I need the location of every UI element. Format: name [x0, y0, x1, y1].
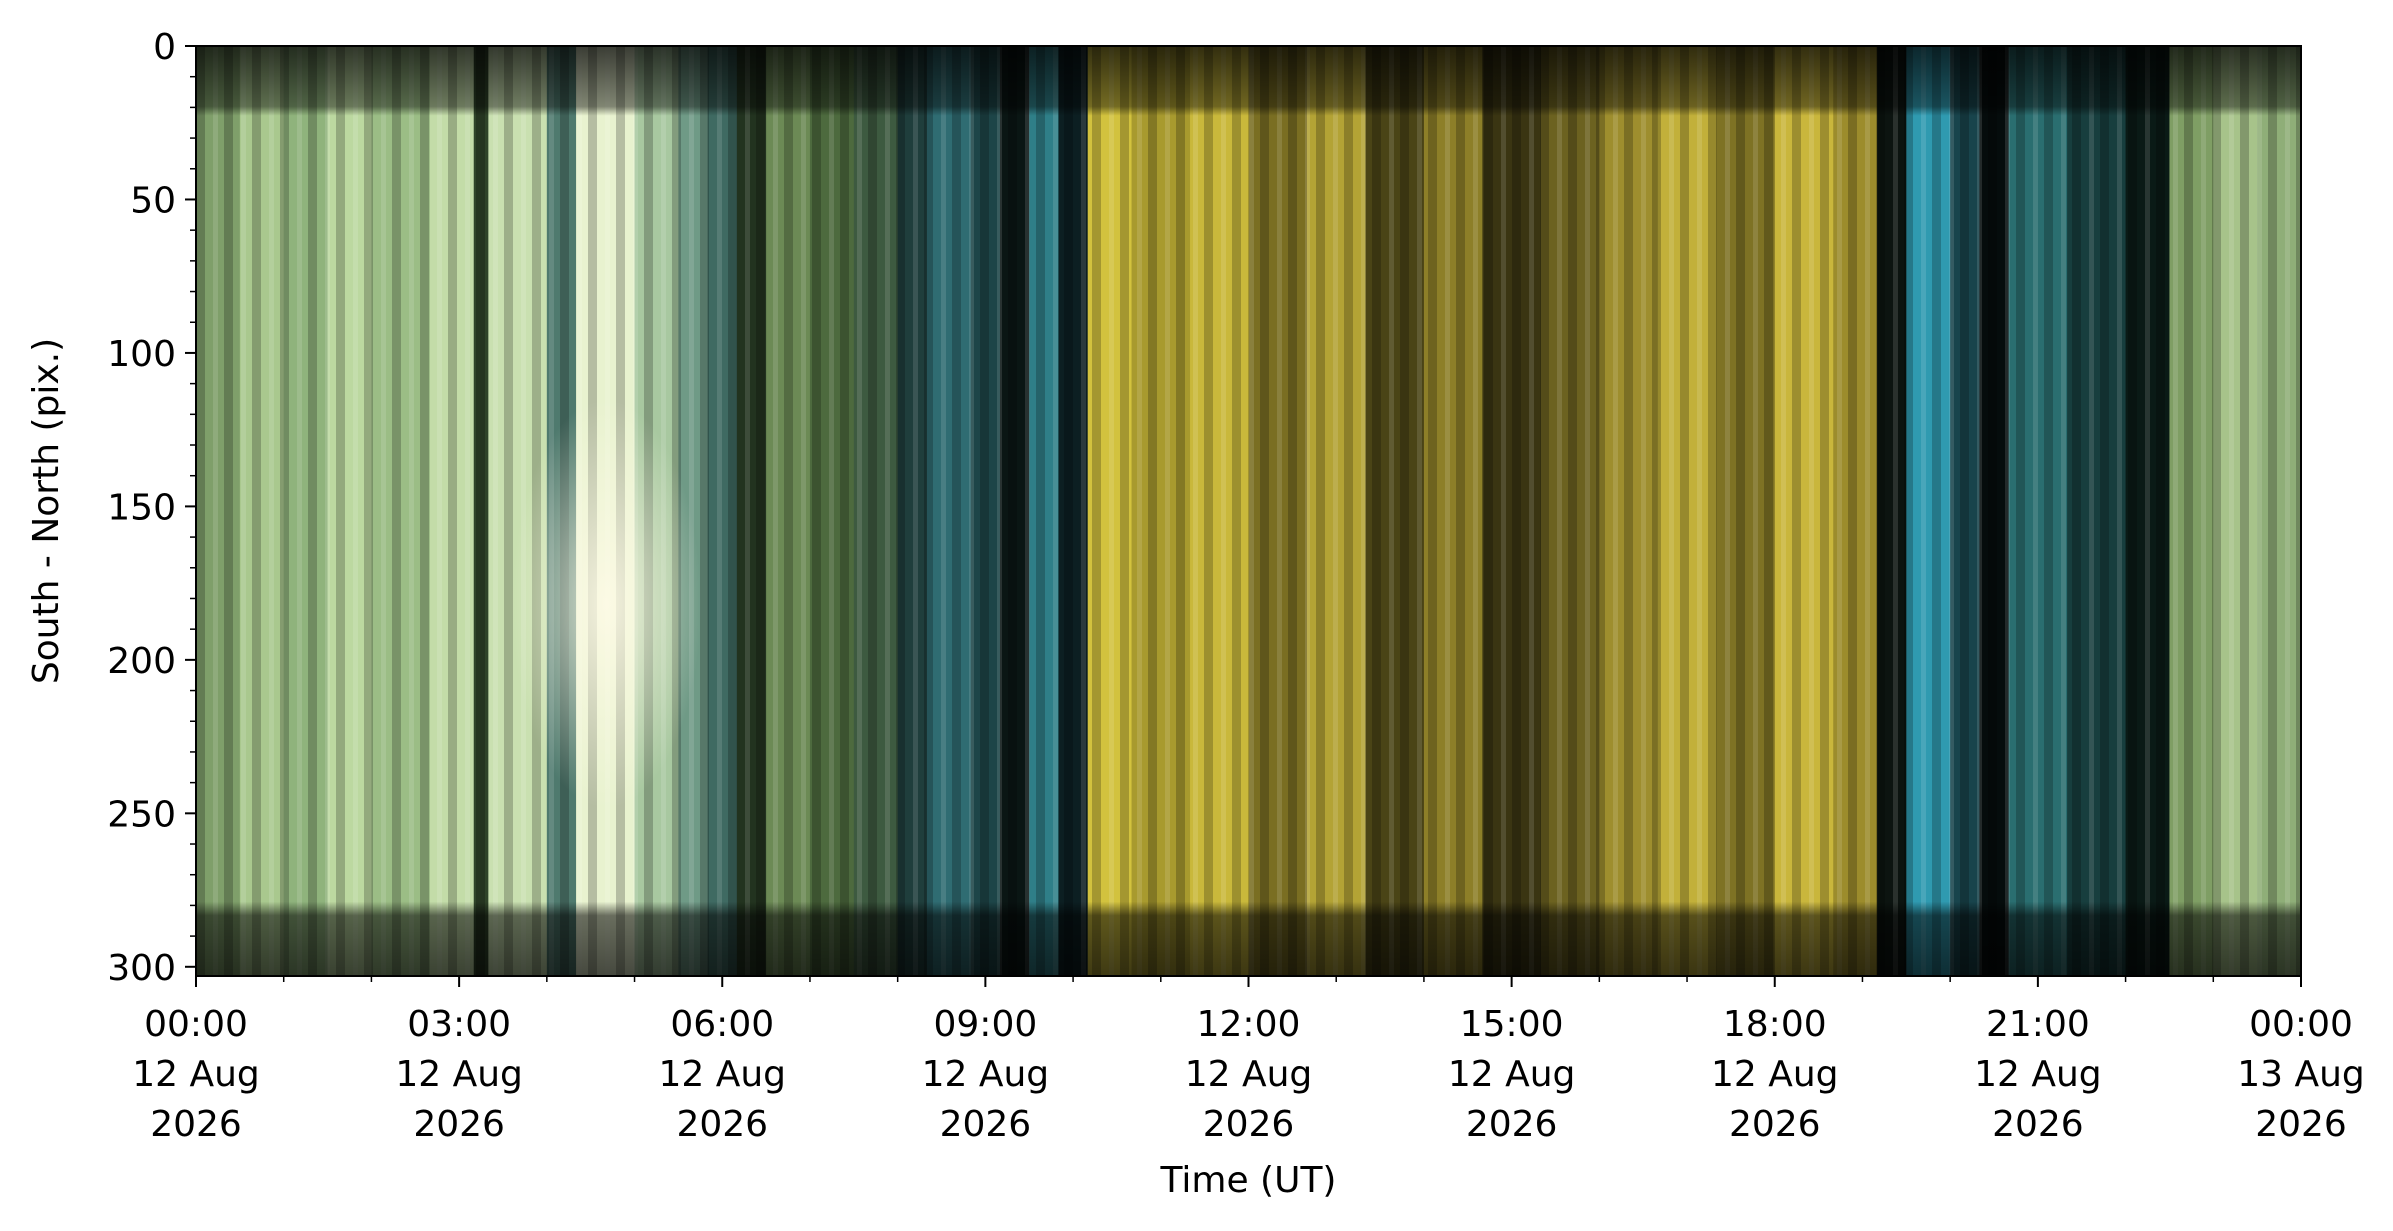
- x-tick-label: 09:00 12 Aug 2026: [922, 1004, 1050, 1145]
- y-tick-label: 300: [107, 948, 176, 989]
- x-tick-label: 00:00 13 Aug 2026: [2237, 1004, 2365, 1145]
- y-tick-label: 100: [107, 334, 176, 375]
- x-tick-label: 00:00 12 Aug 2026: [132, 1004, 260, 1145]
- x-tick-label: 03:00 12 Aug 2026: [395, 1004, 523, 1145]
- x-tick-label: 18:00 12 Aug 2026: [1711, 1004, 1839, 1145]
- x-tick-label: 12:00 12 Aug 2026: [1185, 1004, 1313, 1145]
- x-tick-label: 21:00 12 Aug 2026: [1974, 1004, 2102, 1145]
- edge-shade: [196, 46, 2301, 976]
- y-tick-label: 0: [153, 27, 176, 68]
- y-tick-label: 250: [107, 794, 176, 835]
- y-tick-label: 200: [107, 641, 176, 682]
- x-axis-label: Time (UT): [1160, 1160, 1337, 1201]
- x-tick-label: 06:00 12 Aug 2026: [658, 1004, 786, 1145]
- y-axis-label: South - North (pix.): [26, 338, 67, 684]
- y-tick-label: 150: [107, 487, 176, 528]
- x-tick-label: 15:00 12 Aug 2026: [1448, 1004, 1576, 1145]
- plot-area: [196, 46, 2302, 976]
- y-tick-label: 50: [130, 180, 176, 221]
